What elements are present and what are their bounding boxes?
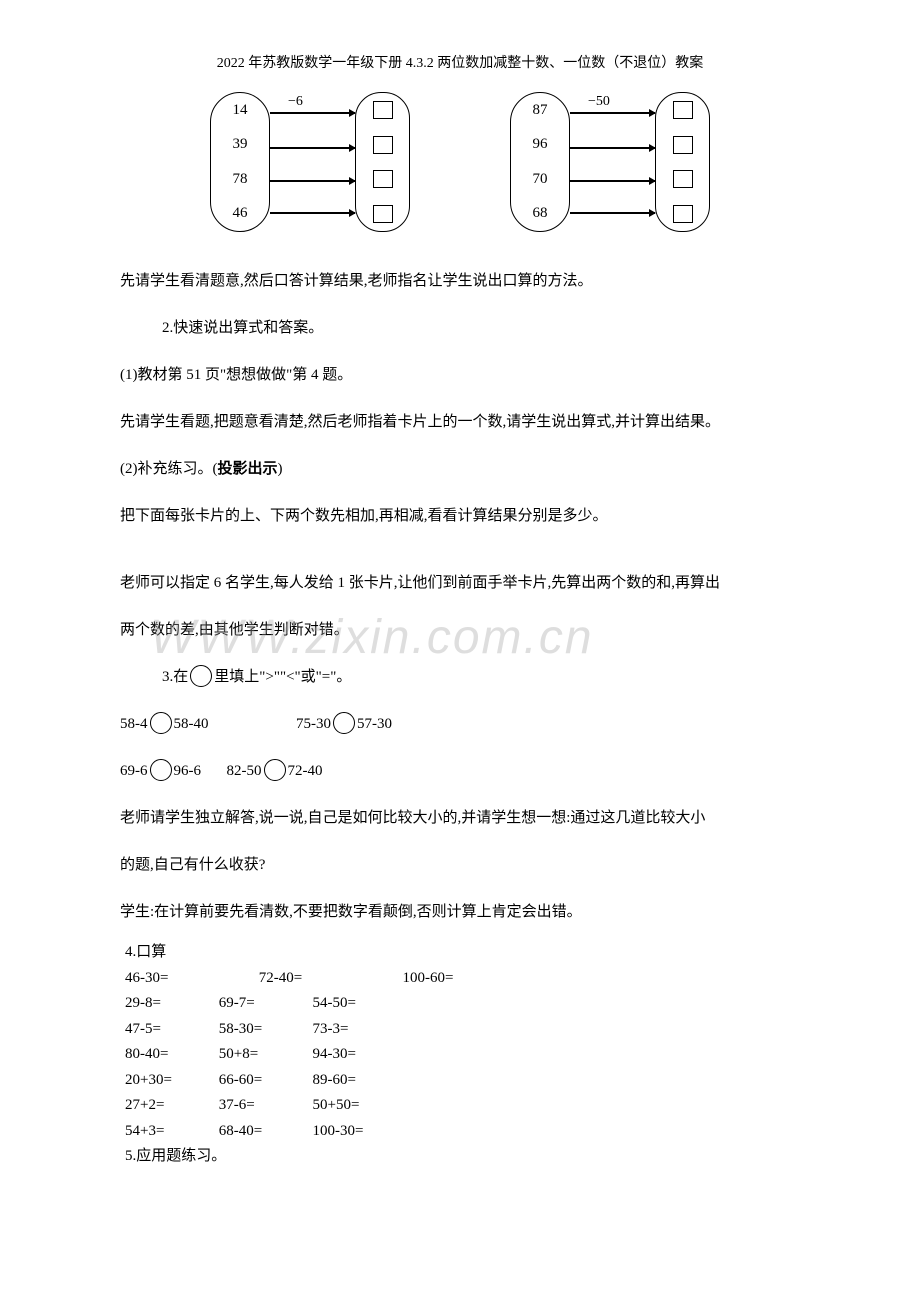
right-output-oval (655, 92, 710, 232)
expr: 69-6 (120, 763, 148, 779)
answer-box (373, 205, 393, 223)
arrow (270, 147, 355, 149)
arrow (570, 180, 655, 182)
text: 里填上">""<"或"="。 (214, 669, 351, 685)
circle-blank (150, 759, 172, 781)
calc-cell: 89-60= (313, 1072, 356, 1088)
expr: 58-4 (120, 716, 148, 732)
calc-cell: 29-8= (125, 991, 215, 1017)
calc-cell: 94-30= (313, 1046, 356, 1062)
text: (2)补充练习。( (120, 461, 218, 477)
circle-blank (190, 665, 212, 687)
text: 3.在 (162, 669, 188, 685)
expr: 96-6 (174, 763, 202, 779)
arrow (570, 112, 655, 114)
calc-row: 54+3= 68-40= 100-30= (120, 1119, 800, 1145)
calc-cell: 20+30= (125, 1068, 215, 1094)
paragraph: 把下面每张卡片的上、下两个数先相加,再相减,看看计算结果分别是多少。 (120, 497, 800, 536)
answer-box (673, 101, 693, 119)
num: 14 (233, 102, 248, 119)
calc-cell: 50+8= (219, 1042, 309, 1068)
circle-blank (264, 759, 286, 781)
answer-box (673, 205, 693, 223)
answer-box (373, 170, 393, 188)
answer-box (373, 136, 393, 154)
arrow (570, 147, 655, 149)
calc-cell: 66-60= (219, 1068, 309, 1094)
circle-blank (333, 712, 355, 734)
section-title: 4.口算 (120, 940, 800, 966)
calc-cell: 54-50= (313, 995, 356, 1011)
calc-cell: 54+3= (125, 1119, 215, 1145)
calc-row: 46-30= 72-40= 100-60= (120, 966, 800, 992)
paragraph: 老师请学生独立解答,说一说,自己是如何比较大小的,并请学生想一想:通过这几道比较… (120, 799, 800, 838)
calc-row: 47-5= 58-30= 73-3= (120, 1017, 800, 1043)
answer-box (673, 170, 693, 188)
paragraph: 两个数的差,由其他学生判断对错。 (120, 611, 800, 650)
calc-cell: 100-60= (403, 970, 454, 986)
calc-cell: 73-3= (313, 1021, 349, 1037)
num: 96 (533, 136, 548, 153)
diagram-right: 87 96 70 68 −50 (510, 92, 710, 237)
diagram-section: 14 39 78 46 −6 87 96 (120, 92, 800, 237)
paragraph: 学生:在计算前要先看清数,不要把数字看颠倒,否则计算上肯定会出错。 (120, 893, 800, 932)
num: 68 (533, 205, 548, 222)
calc-cell: 80-40= (125, 1042, 215, 1068)
calc-row: 20+30= 66-60= 89-60= (120, 1068, 800, 1094)
arrow (570, 212, 655, 214)
calc-cell: 100-30= (313, 1123, 364, 1139)
arrow (270, 212, 355, 214)
bold-text: 投影出示 (218, 461, 278, 477)
comparison-row: 58-4 58-40 75-30 57-30 (120, 705, 800, 744)
section-title: 5.应用题练习。 (120, 1144, 800, 1170)
calc-cell: 68-40= (219, 1119, 309, 1145)
num: 46 (233, 205, 248, 222)
right-output-oval (355, 92, 410, 232)
num: 78 (233, 171, 248, 188)
calc-cell: 47-5= (125, 1017, 215, 1043)
operation-label: −6 (285, 94, 306, 110)
diagram-left: 14 39 78 46 −6 (210, 92, 410, 237)
num: 87 (533, 102, 548, 119)
expr: 58-40 (174, 716, 209, 732)
calc-cell: 27+2= (125, 1093, 215, 1119)
calc-cell: 72-40= (259, 966, 399, 992)
text: ) (278, 461, 283, 477)
calc-cell: 69-7= (219, 991, 309, 1017)
calc-cell: 46-30= (125, 966, 255, 992)
comparison-row: 69-6 96-6 82-50 72-40 (120, 752, 800, 791)
page-header: 2022 年苏教版数学一年级下册 4.3.2 两位数加减整十数、一位数（不退位）… (120, 52, 800, 72)
operation-label: −50 (585, 94, 613, 110)
circle-blank (150, 712, 172, 734)
arrow (270, 112, 355, 114)
num: 70 (533, 171, 548, 188)
left-input-oval: 14 39 78 46 (210, 92, 270, 232)
arrow (270, 180, 355, 182)
paragraph: 先请学生看题,把题意看清楚,然后老师指着卡片上的一个数,请学生说出算式,并计算出… (120, 403, 800, 442)
paragraph: 的题,自己有什么收获? (120, 846, 800, 885)
expr: 57-30 (357, 716, 392, 732)
paragraph: 3.在 里填上">""<"或"="。 (120, 658, 800, 697)
calc-cell: 58-30= (219, 1017, 309, 1043)
answer-box (373, 101, 393, 119)
paragraph: (1)教材第 51 页"想想做做"第 4 题。 (120, 356, 800, 395)
answer-box (673, 136, 693, 154)
calc-row: 80-40= 50+8= 94-30= (120, 1042, 800, 1068)
paragraph: (2)补充练习。(投影出示) (120, 450, 800, 489)
paragraph: 先请学生看清题意,然后口答计算结果,老师指名让学生说出口算的方法。 (120, 262, 800, 301)
arrows (570, 92, 655, 232)
paragraph: 老师可以指定 6 名学生,每人发给 1 张卡片,让他们到前面手举卡片,先算出两个… (120, 564, 800, 603)
calc-cell: 50+50= (313, 1097, 360, 1113)
num: 39 (233, 136, 248, 153)
arrows (270, 92, 355, 232)
expr: 75-30 (296, 716, 331, 732)
paragraph: 2.快速说出算式和答案。 (120, 309, 800, 348)
calc-table: 46-30= 72-40= 100-60= 29-8= 69-7= 54-50=… (120, 966, 800, 1145)
left-input-oval: 87 96 70 68 (510, 92, 570, 232)
expr: 72-40 (288, 763, 323, 779)
calc-cell: 37-6= (219, 1093, 309, 1119)
calc-row: 29-8= 69-7= 54-50= (120, 991, 800, 1017)
expr: 82-50 (227, 763, 262, 779)
calc-row: 27+2= 37-6= 50+50= (120, 1093, 800, 1119)
